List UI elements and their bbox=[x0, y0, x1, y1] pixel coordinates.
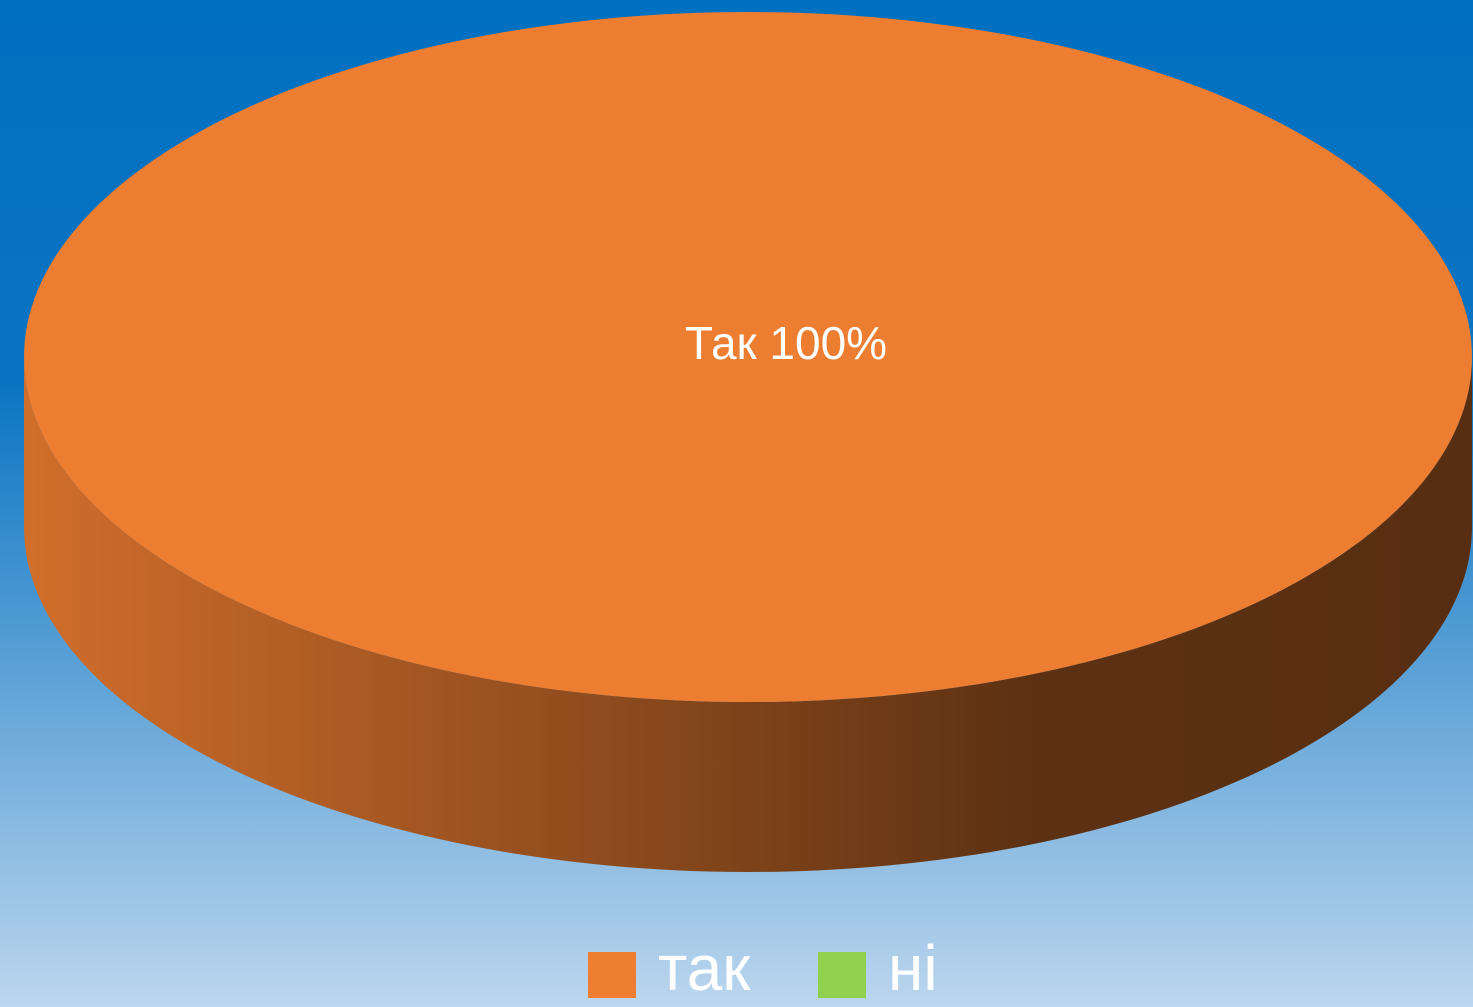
legend-label: так bbox=[658, 932, 751, 1004]
data-label: Так 100% bbox=[685, 317, 887, 369]
legend-swatch bbox=[818, 952, 866, 998]
pie-slice bbox=[24, 12, 1472, 702]
pie-side bbox=[24, 357, 1472, 872]
legend-label: ні bbox=[888, 932, 938, 1004]
legend-swatch bbox=[588, 952, 636, 998]
